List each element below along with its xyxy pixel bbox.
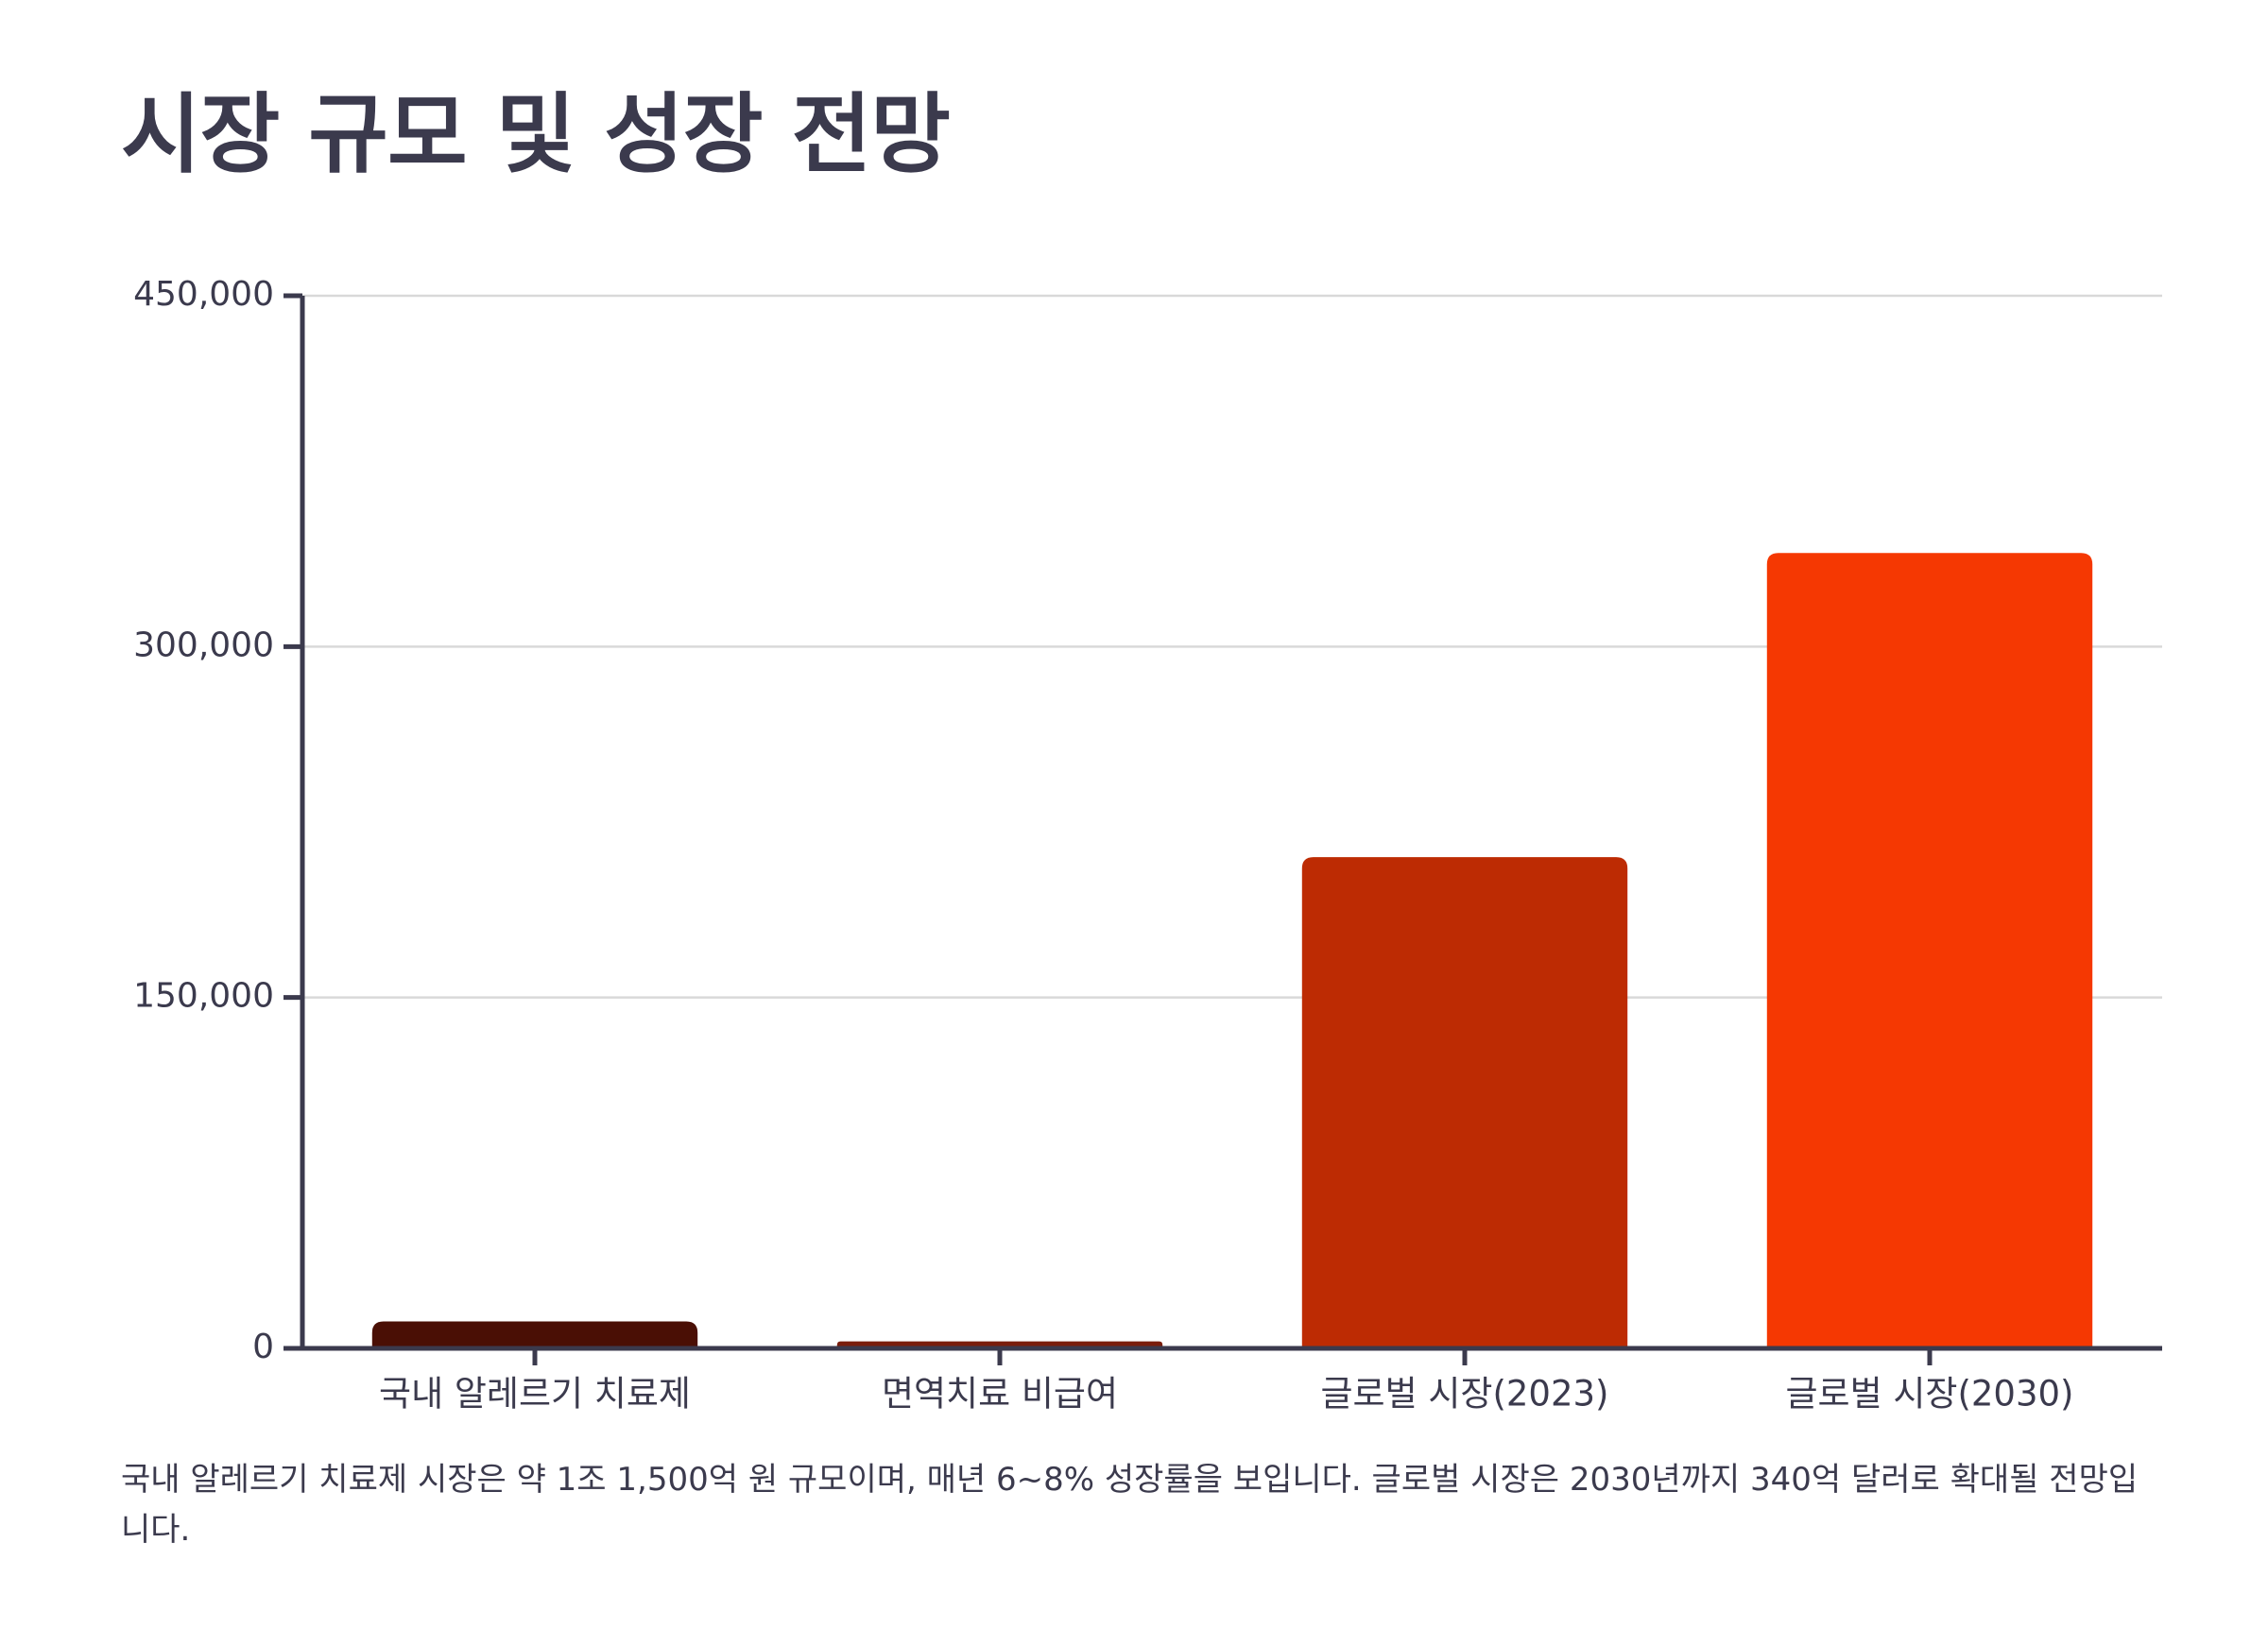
y-tick-label: 0 [252,1328,274,1366]
x-tick-label: 글로벌 시장(2030) [1786,1374,2074,1415]
bars [371,553,2093,1348]
x-tick-label: 국내 알레르기 치료제 [379,1374,691,1415]
bar-1 [371,1321,698,1348]
x-tick-label: 면역치료 비급여 [882,1374,1118,1415]
y-tick-label: 300,000 [133,626,274,664]
tick-labels: 0 150,000 300,000 450,000 국내 알레르기 치료제 면역치료 비급… [133,275,2073,1415]
page-title: 시장 규모 및 성장 전망 [121,84,951,185]
axes [284,293,2162,1365]
bar-4 [1766,553,2093,1348]
y-tick-label: 450,000 [133,275,274,314]
y-tick-label: 150,000 [133,977,274,1016]
bar-3 [1301,857,1628,1348]
chart-caption: 국내 알레르기 치료제 시장은 약 1조 1,500억 원 규모이며, 매년 6… [121,1461,2139,1549]
x-tick-label: 글로벌 시장(2023) [1321,1374,1609,1415]
